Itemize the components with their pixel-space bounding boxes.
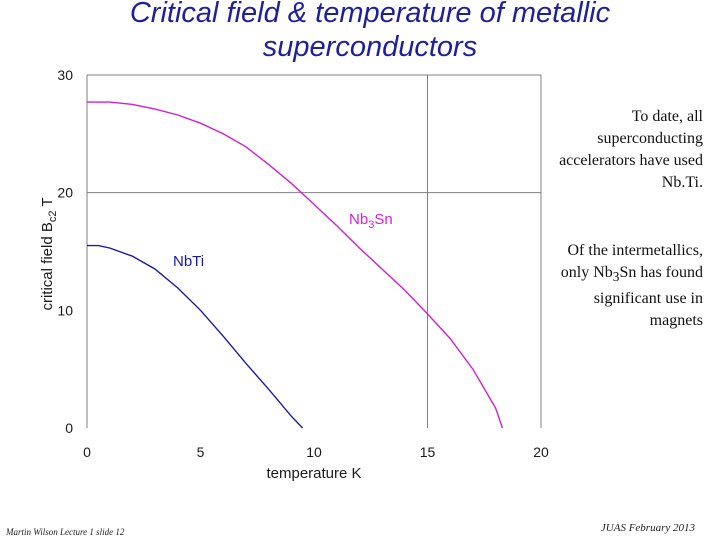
title-line-1: Critical field & temperature of metallic	[129, 0, 611, 29]
footer-left: Martin Wilson Lecture 1 slide 12	[6, 527, 125, 537]
series-line-nb3sn	[87, 101, 504, 429]
series-line-nbti	[87, 244, 304, 429]
x-tick-label-15: 15	[420, 444, 436, 460]
y-label-sub: c2	[47, 211, 59, 223]
nb3sn-label-pre: Nb	[349, 211, 368, 228]
slide-title: Critical field & temperature of metallic…	[90, 0, 650, 64]
y-label-pre: critical field B	[39, 222, 56, 310]
footer-right: JUAS February 2013	[600, 522, 695, 534]
x-tick-label-10: 10	[306, 444, 322, 460]
series-label-nb3sn: Nb3Sn	[349, 211, 393, 231]
y-tick-label-20: 20	[57, 185, 73, 201]
note2-post: Sn has found significant use in magnets	[593, 264, 703, 330]
x-tick-label-20: 20	[533, 444, 549, 460]
y-axis-label: critical field Bc2 T	[39, 197, 59, 310]
x-tick-label-5: 5	[197, 444, 205, 460]
x-tick-labels: 0 5 10 15 20	[83, 444, 549, 460]
series-label-nbti: NbTi	[173, 253, 204, 270]
y-tick-label-10: 10	[57, 302, 73, 318]
nb3sn-label-post: Sn	[374, 211, 392, 228]
note-nb3sn: Of the intermetallics, only Nb3Sn has fo…	[540, 240, 703, 332]
y-tick-label-30: 30	[57, 67, 73, 83]
nb3sn-label-sub: 3	[368, 219, 374, 231]
y-tick-label-0: 0	[65, 420, 73, 436]
x-axis-label: temperature K	[266, 465, 361, 482]
title-line-2: superconductors	[262, 31, 478, 63]
plot-frame-group	[86, 74, 542, 428]
note2-pre: Of the intermetallics, only Nb	[560, 242, 703, 281]
note-nbti: To date, all superconducting accelerator…	[559, 108, 703, 191]
y-tick-labels: 0 10 20 30	[57, 67, 73, 436]
note2-sub: 3	[612, 269, 620, 285]
y-label-post: T	[39, 197, 56, 210]
x-tick-label-0: 0	[83, 444, 91, 460]
